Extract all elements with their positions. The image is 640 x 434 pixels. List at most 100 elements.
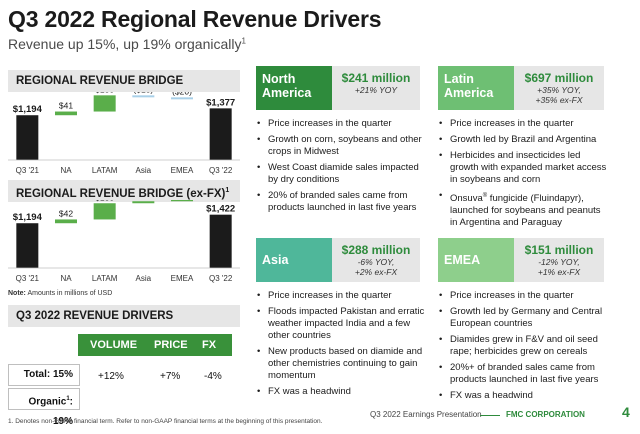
bridge-bar-1 <box>55 111 77 116</box>
bridge-bar-3 <box>132 95 155 98</box>
organic-value: : 19% <box>52 396 73 428</box>
north-america-bullets: Price increases in the quarter Growth on… <box>256 118 426 218</box>
bridge-value-label-5: $1,377 <box>206 97 235 108</box>
bridge-category-label-0: Q3 '21 <box>16 166 40 175</box>
amounts-note: Note: Amounts in millions of USD <box>8 290 112 297</box>
bridge-fx-footnote-marker: 1 <box>225 187 230 194</box>
bridge-value-label-1: $41 <box>59 101 73 111</box>
bridge-category-label-4: EMEA <box>171 166 194 175</box>
list-item: Diamides grew in F&V and oil seed rape; … <box>438 334 610 358</box>
list-item: Price increases in the quarter <box>438 118 610 130</box>
footnote: 1. Denotes non-GAAP financial term. Refe… <box>8 418 323 425</box>
emea-region-name: EMEA <box>438 238 514 282</box>
latin-america-ex-fx: +35% ex-FX <box>535 95 583 105</box>
bridge_fx-category-label-1: NA <box>60 274 72 283</box>
bridge-chart: $1,194 Q3 '21 $41 NA $180 LATAM ($18) Asia ($20)… <box>8 92 240 180</box>
organic-label: Organic <box>28 396 67 408</box>
bridge-bar-0 <box>16 115 39 160</box>
bridge-category-label-1: NA <box>60 166 72 175</box>
emea-revenue-box: $151 million -12% YOY, +1% ex-FX <box>514 238 604 282</box>
fx-column-header: FX <box>202 339 217 351</box>
price-column-header: PRICE <box>154 339 188 351</box>
emea-yoy: -12% YOY, <box>538 257 580 267</box>
bridge-bar-4 <box>171 97 193 100</box>
north-america-yoy: +21% YOY <box>354 85 398 95</box>
list-item: New products based on diamide and other … <box>256 346 426 382</box>
bridge-category-label-3: Asia <box>136 166 152 175</box>
bridge_fx-category-label-4: EMEA <box>171 274 194 283</box>
page-title: Q3 2022 Regional Revenue Drivers <box>8 6 382 32</box>
drivers-header: Q3 2022 REVENUE DRIVERS <box>8 305 240 327</box>
volume-value: +12% <box>98 371 124 382</box>
emea-bullets: Price increases in the quarter Growth le… <box>438 290 610 406</box>
list-item: Floods impacted Pakistan and erratic wea… <box>256 306 426 342</box>
registered-mark: ® <box>482 193 488 199</box>
page-number: 4 <box>622 404 630 420</box>
list-item: Price increases in the quarter <box>438 290 610 302</box>
bridge_fx-category-label-3: Asia <box>136 274 152 283</box>
asia-region-name: Asia <box>256 238 332 282</box>
bridge_fx-bar-4 <box>171 200 193 202</box>
list-item: West Coast diamide sales impacted by dry… <box>256 162 426 186</box>
bridge_fx-category-label-5: Q3 '22 <box>209 274 233 283</box>
asia-bullets: Price increases in the quarter Floods im… <box>256 290 426 402</box>
latin-america-region-name: Latin America <box>438 66 514 110</box>
asia-yoy: -6% YOY, <box>357 257 395 267</box>
note-label: Note: <box>8 290 26 297</box>
bridge-category-label-2: LATAM <box>92 166 118 175</box>
bridge-bar-2 <box>93 95 116 112</box>
list-item: Onsuva® fungicide (Fluindapyr), launched… <box>438 190 610 229</box>
north-america-revenue-box: $241 million +21% YOY <box>332 66 420 110</box>
bridge_fx-bar-5 <box>209 214 232 268</box>
bridge_fx-value-label-1: $42 <box>59 208 73 218</box>
volume-column-header: VOLUME <box>90 339 138 351</box>
bridge-bar-5 <box>209 108 232 160</box>
bridge_fx-bar-1 <box>55 219 77 224</box>
note-text: Amounts in millions of USD <box>25 290 113 297</box>
latin-america-revenue: $697 million <box>524 71 594 85</box>
bridge-value-label-4: ($20) <box>172 92 192 96</box>
list-item: Price increases in the quarter <box>256 118 426 130</box>
list-item: 20%+ of branded sales came from products… <box>438 362 610 386</box>
bridge_fx-category-label-0: Q3 '21 <box>16 274 40 283</box>
bridge-category-label-5: Q3 '22 <box>209 166 233 175</box>
onsuva-text: Onsuva <box>450 193 483 205</box>
asia-ex-fx: +2% ex-FX <box>354 267 398 277</box>
list-item: Herbicides and insecticides led growth w… <box>438 150 610 186</box>
footer-brand: FMC CORPORATION <box>506 410 585 419</box>
total-row-label: Total: 15% <box>8 364 80 386</box>
drivers-column-header-bar: VOLUME PRICE FX <box>78 334 232 356</box>
subtitle-footnote-marker: 1 <box>241 36 246 46</box>
fx-value: -4% <box>204 371 222 382</box>
price-value: +7% <box>160 371 181 382</box>
bridge_fx-value-label-0: $1,194 <box>13 212 43 223</box>
list-item: 20% of branded sales came from products … <box>256 190 426 214</box>
bridge-fx-title: REGIONAL REVENUE BRIDGE (ex-FX) <box>16 187 226 200</box>
bridge_fx-bar-3 <box>132 201 155 204</box>
list-item: FX was a headwind <box>256 386 426 398</box>
bridge_fx-category-label-2: LATAM <box>92 274 118 283</box>
list-item: FX was a headwind <box>438 390 610 402</box>
asia-revenue-box: $288 million -6% YOY, +2% ex-FX <box>332 238 420 282</box>
emea-ex-fx: +1% ex-FX <box>537 267 581 277</box>
organic-row-label: Organic1: 19% <box>8 388 80 427</box>
latin-america-revenue-box: $697 million +35% YOY, +35% ex-FX <box>514 66 604 110</box>
latin-america-bullets: Price increases in the quarter Growth le… <box>438 118 610 233</box>
bridge-header: REGIONAL REVENUE BRIDGE <box>8 70 240 92</box>
north-america-revenue: $241 million <box>341 71 411 85</box>
list-item: Growth led by Brazil and Argentina <box>438 134 610 146</box>
list-item: Price increases in the quarter <box>256 290 426 302</box>
subtitle-text: Revenue up 15%, up 19% organically <box>8 36 242 52</box>
drivers-table: VOLUME PRICE FX Total: 15% +12% +7% -4% … <box>8 334 240 427</box>
list-item: Growth on corn, soybeans and other crops… <box>256 134 426 158</box>
list-item: Growth led by Germany and Central Europe… <box>438 306 610 330</box>
footer-presentation: Q3 2022 Earnings Presentation <box>370 410 482 419</box>
onsuva-rest-text: fungicide (Fluindapyr), launched for soy… <box>450 193 601 229</box>
bridge-value-label-3: ($18) <box>133 92 153 94</box>
bridge_fx-bar-0 <box>16 223 39 268</box>
emea-revenue: $151 million <box>524 243 594 257</box>
page-subtitle: Revenue up 15%, up 19% organically1 <box>8 36 246 52</box>
bridge-value-label-0: $1,194 <box>13 104 43 115</box>
